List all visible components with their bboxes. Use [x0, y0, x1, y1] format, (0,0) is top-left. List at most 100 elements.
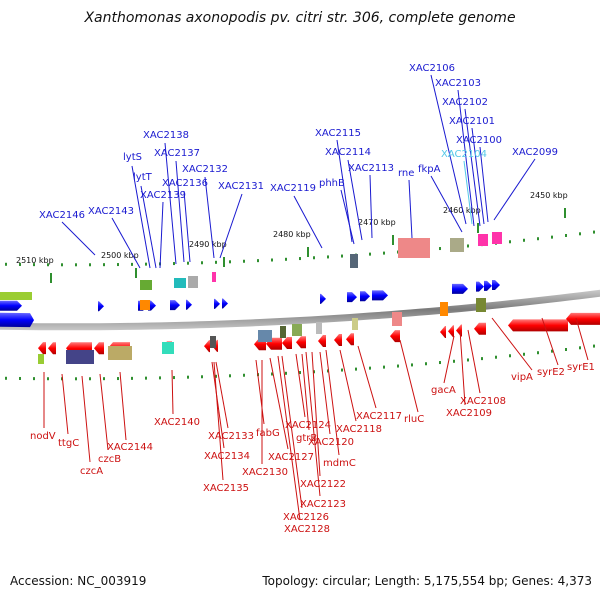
- forward-gene-arrow: [170, 300, 180, 311]
- gene-label-bottom: nodV: [30, 431, 56, 442]
- label-leader-line: [493, 158, 536, 221]
- reverse-gene-arrow: [346, 333, 354, 346]
- reverse-gene-arrow: [390, 330, 400, 343]
- upper-tick-mark: [201, 261, 203, 265]
- gene-domain-block: [162, 342, 174, 354]
- lower-tick-mark: [243, 373, 245, 377]
- lower-tick-mark: [89, 377, 91, 381]
- gene-domain-block: [140, 280, 152, 290]
- lower-tick-mark: [467, 358, 469, 362]
- label-leader-line: [491, 317, 533, 371]
- gene-label-top: rne: [398, 168, 414, 179]
- upper-tick-mark: [131, 262, 133, 266]
- reverse-gene-arrow: [204, 340, 210, 353]
- forward-gene-arrow: [452, 283, 468, 294]
- gene-label-bottom: XAC2135: [203, 483, 249, 494]
- lower-tick-mark: [229, 374, 231, 378]
- reverse-gene-arrow: [566, 312, 600, 325]
- gene-label-bottom: czcB: [98, 454, 121, 465]
- label-leader-line: [81, 375, 91, 463]
- upper-tick-mark: [145, 262, 147, 266]
- lower-tick-mark: [369, 366, 371, 370]
- gene-domain-block: [188, 276, 198, 288]
- gene-domain-block: [292, 324, 302, 336]
- gene-label-bottom: fabG: [256, 428, 280, 439]
- upper-tick-mark: [61, 263, 63, 267]
- label-leader-line: [357, 345, 377, 409]
- label-leader-line: [464, 108, 481, 227]
- upper-tick-mark: [537, 237, 539, 241]
- lower-tick-mark: [33, 377, 35, 381]
- genome-title: Xanthomonas axonopodis pv. citri str. 30…: [84, 10, 516, 26]
- gene-domain-block: [478, 234, 488, 246]
- accession-label: Accession: NC_003919: [10, 574, 147, 588]
- gene-label-bottom: XAC2130: [242, 467, 288, 478]
- gene-domain-block: [108, 346, 132, 360]
- lower-tick-mark: [313, 370, 315, 374]
- scale-tick: [50, 273, 52, 283]
- upper-tick-mark: [439, 247, 441, 251]
- gene-domain-block: [174, 278, 186, 288]
- upper-tick-mark: [313, 256, 315, 260]
- scale-label: 2450 kbp: [530, 191, 568, 200]
- lower-tick-mark: [495, 355, 497, 359]
- label-leader-line: [164, 142, 177, 265]
- lower-tick-mark: [103, 377, 105, 381]
- lower-tick-mark: [131, 376, 133, 380]
- scale-label: 2460 kbp: [443, 206, 481, 215]
- gene-label-top: XAC2104: [441, 149, 487, 160]
- lower-tick-mark: [201, 375, 203, 379]
- forward-gene-arrow: [320, 293, 326, 304]
- lower-tick-mark: [397, 364, 399, 368]
- scale-tick: [564, 208, 566, 218]
- gene-label-top: XAC2132: [182, 164, 228, 175]
- gene-label-bottom: XAC2109: [446, 408, 492, 419]
- label-leader-line: [119, 371, 127, 441]
- gene-label-bottom: mdmC: [323, 458, 356, 469]
- gene-label-top: XAC2146: [39, 210, 85, 221]
- reverse-gene-arrow: [474, 322, 486, 335]
- gene-label-top: XAC2137: [154, 148, 200, 159]
- lower-tick-mark: [411, 363, 413, 367]
- upper-tick-mark: [215, 260, 217, 264]
- gene-label-bottom: XAC2134: [204, 451, 250, 462]
- label-leader-line: [479, 146, 489, 223]
- gene-label-top: XAC2139: [140, 190, 186, 201]
- gene-label-bottom: XAC2144: [107, 442, 153, 453]
- label-leader-line: [111, 217, 141, 269]
- upper-tick-mark: [509, 240, 511, 244]
- label-leader-line: [430, 175, 463, 233]
- upper-tick-mark: [117, 263, 119, 267]
- reverse-gene-arrow: [508, 319, 568, 332]
- label-leader-line: [293, 195, 323, 249]
- reverse-gene-arrow: [448, 325, 454, 338]
- gene-domain-block: [450, 238, 464, 252]
- label-leader-line: [99, 373, 109, 451]
- label-leader-line: [61, 221, 96, 256]
- lower-tick-mark: [425, 362, 427, 366]
- forward-gene-arrow: [186, 299, 192, 310]
- gene-label-bottom: XAC2126: [283, 512, 329, 523]
- scale-tick: [135, 268, 137, 278]
- gene-label-bottom: gtrB: [296, 433, 317, 444]
- lower-tick-mark: [537, 351, 539, 355]
- gene-label-bottom: XAC2127: [268, 452, 314, 463]
- upper-tick-mark: [229, 260, 231, 264]
- scale-label: 2500 kbp: [101, 251, 139, 260]
- label-leader-line: [408, 179, 413, 239]
- upper-tick-mark: [579, 232, 581, 236]
- label-leader-line: [175, 160, 185, 263]
- label-leader-line: [211, 361, 225, 449]
- label-leader-line: [339, 349, 357, 422]
- gene-label-top: XAC2106: [409, 63, 455, 74]
- gene-label-bottom: rluC: [404, 414, 424, 425]
- gene-label-bottom: XAC2117: [356, 411, 402, 422]
- gene-label-top: XAC2099: [512, 147, 558, 158]
- gene-label-bottom: gacA: [431, 385, 456, 396]
- label-leader-line: [305, 351, 321, 497]
- gene-domain-block: [398, 238, 430, 258]
- label-leader-line: [347, 159, 363, 241]
- gene-domain-block: [210, 336, 216, 348]
- upper-tick-mark: [593, 230, 595, 234]
